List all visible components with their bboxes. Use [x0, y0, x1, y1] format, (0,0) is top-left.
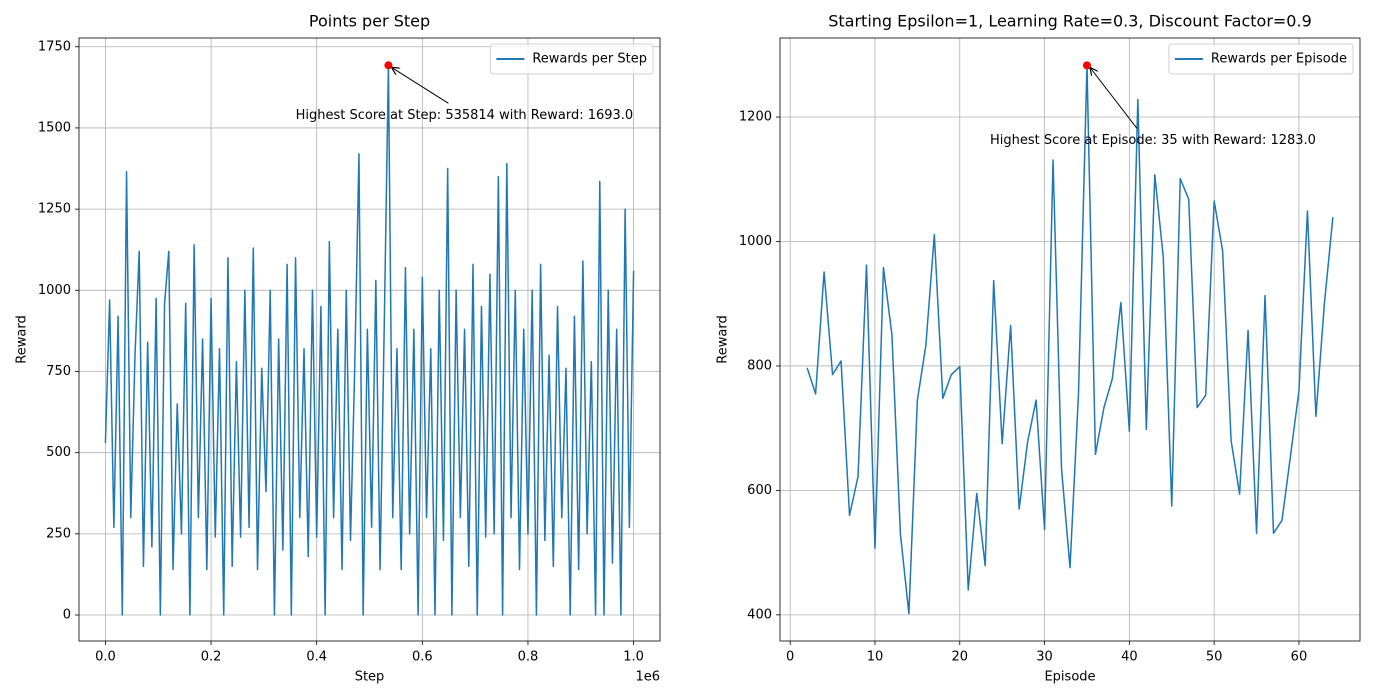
y-tick-label: 1750: [38, 39, 71, 54]
x-tick-label: 0.8: [518, 650, 539, 665]
chart-title: Starting Epsilon=1, Learning Rate=0.3, D…: [828, 12, 1312, 31]
x-tick-label: 50: [1206, 650, 1223, 665]
y-tick-label: 1250: [38, 202, 71, 217]
x-tick-label: 60: [1291, 650, 1308, 665]
x-tick-label: 1.0: [623, 650, 644, 665]
y-tick-label: 1000: [739, 234, 772, 249]
x-tick-label: 30: [1036, 650, 1053, 665]
y-tick-label: 1000: [38, 283, 71, 298]
y-tick-label: 250: [46, 526, 71, 541]
y-tick-label: 800: [747, 358, 772, 373]
legend-label: Rewards per Step: [532, 52, 647, 67]
y-axis-label: Reward: [716, 315, 731, 363]
highlight-point: [384, 61, 393, 70]
y-axis-label: Reward: [15, 315, 30, 363]
legend: Rewards per Episode: [1168, 43, 1354, 75]
y-tick-label: 600: [747, 483, 772, 498]
annotation-text: Highest Score at Step: 535814 with Rewar…: [296, 108, 634, 123]
x-axis-label: Episode: [1044, 670, 1095, 685]
y-tick-label: 1500: [38, 120, 71, 135]
x-tick-label: 10: [867, 650, 884, 665]
axes-frame: [779, 37, 1361, 642]
annotation-arrow: [1090, 67, 1138, 129]
x-tick-label: 0.0: [95, 650, 116, 665]
legend-label: Rewards per Episode: [1211, 52, 1347, 67]
x-tick-label: 0: [786, 650, 794, 665]
data-line: [806, 64, 1334, 615]
legend: Rewards per Step: [489, 43, 654, 75]
x-tick-label: 0.4: [306, 650, 327, 665]
annotation-text: Highest Score at Episode: 35 with Reward…: [990, 133, 1316, 148]
x-tick-label: 40: [1121, 650, 1138, 665]
y-tick-label: 1200: [739, 110, 772, 125]
annotation-arrow: [391, 67, 449, 104]
y-tick-label: 750: [46, 364, 71, 379]
x-tick-label: 0.2: [201, 650, 222, 665]
legend-box: [1168, 43, 1354, 75]
x-axis-label: Step: [355, 670, 385, 685]
y-tick-label: 0: [63, 608, 71, 623]
y-tick-label: 500: [46, 445, 71, 460]
y-tick-label: 400: [747, 607, 772, 622]
x-tick-label: 0.6: [412, 650, 433, 665]
x-offset-label: 1e6: [635, 670, 660, 685]
axes-frame: [78, 37, 661, 642]
legend-box: [489, 43, 654, 75]
data-line: [104, 64, 635, 616]
highlight-point: [1082, 61, 1091, 70]
chart-title: Points per Step: [309, 12, 430, 31]
x-tick-label: 20: [951, 650, 968, 665]
